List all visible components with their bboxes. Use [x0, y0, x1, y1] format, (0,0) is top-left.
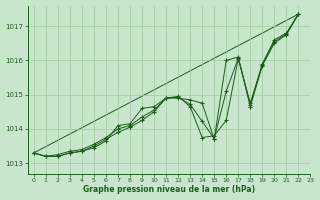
X-axis label: Graphe pression niveau de la mer (hPa): Graphe pression niveau de la mer (hPa) — [83, 185, 255, 194]
